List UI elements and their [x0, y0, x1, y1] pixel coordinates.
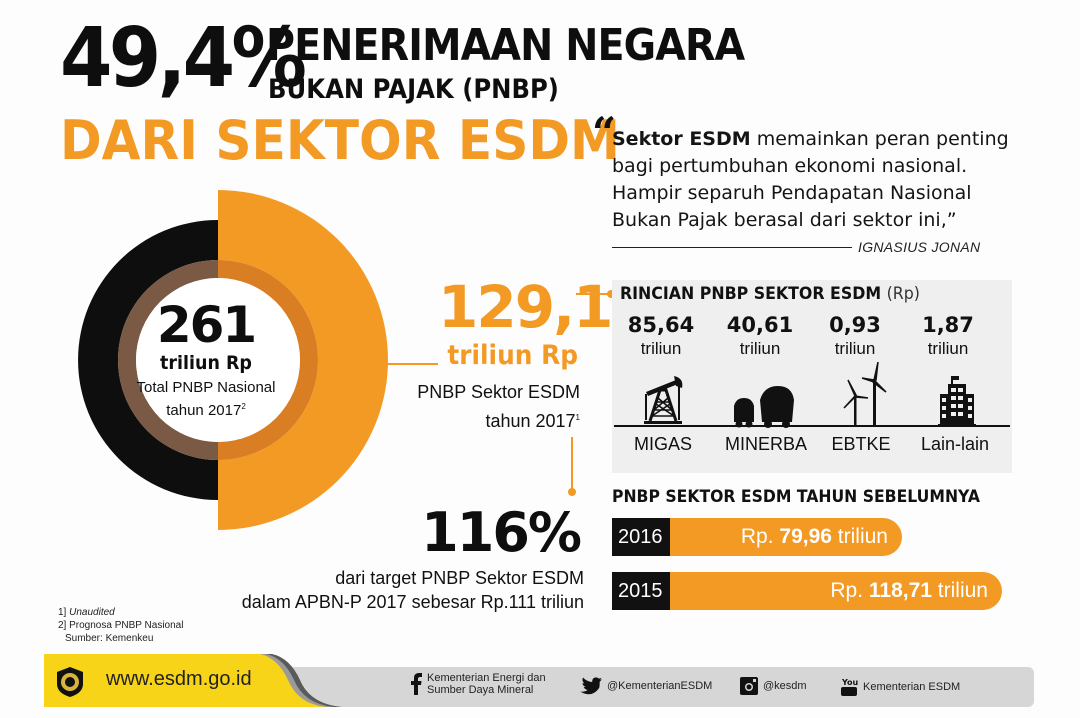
bar-prefix: Rp.	[830, 579, 869, 602]
target-description: dari target PNBP Sektor ESDM dalam APBN-…	[180, 566, 584, 614]
quote-text: Sektor ESDM memainkan peran penting bagi…	[612, 126, 1022, 234]
footnote-ref: 1	[575, 413, 580, 422]
rincian-panel	[612, 280, 1012, 473]
category-label-migas: MIGAS	[633, 434, 692, 454]
previous-year-bar: 2015 Rp. 118,71 triliun	[612, 572, 1002, 610]
quote-bold-lead: Sektor ESDM	[612, 128, 751, 150]
footer-yellow-band	[44, 654, 342, 707]
footnote-1-num: 1]	[58, 607, 67, 618]
bar-amount: 79,96	[779, 525, 832, 548]
headline-line2: BUKAN PAJAK (PNBP)	[268, 74, 559, 105]
facebook-icon	[411, 673, 422, 695]
footnote-source: Sumber: Kemenkeu	[65, 633, 154, 644]
donut-total-label: Total PNBP Nasional tahun 20172	[106, 378, 306, 420]
category-label-minerba: MINERBA	[724, 434, 807, 454]
footnotes: 1] Unaudited 2] Prognosa PNBP Nasional S…	[58, 606, 183, 645]
rincian-unit: triliun	[640, 339, 682, 358]
previous-year-bar: 2016 Rp. 79,96 triliun	[612, 518, 902, 556]
connector-dot-icon	[568, 488, 576, 496]
twitter-icon	[580, 677, 602, 695]
instagram-handle: @kesdm	[763, 680, 807, 692]
esdm-total-unit: triliun Rp	[447, 340, 578, 371]
bar-suffix: triliun	[931, 579, 988, 602]
rincian-value: 1,87	[922, 313, 974, 337]
instagram-link[interactable]: @kesdm	[740, 677, 807, 695]
bar-suffix: triliun	[831, 525, 888, 548]
twitter-link[interactable]: @KementerianESDM	[580, 677, 712, 695]
rincian-title-text: RINCIAN PNBP SEKTOR ESDM	[620, 284, 882, 304]
target-line1: dari target PNBP Sektor ESDM	[335, 568, 584, 588]
website-link[interactable]: www.esdm.go.id	[106, 668, 252, 690]
quote-mark-icon: “	[592, 108, 617, 157]
wind-turbine-icon	[843, 362, 887, 426]
rincian-item-lain: 1,87 triliun	[903, 312, 993, 360]
quote-divider	[612, 247, 852, 248]
quote-body: memainkan peran penting bagi pertumbuhan…	[612, 128, 1009, 231]
bar-prefix: Rp.	[740, 525, 780, 548]
bar-fill: Rp. 118,71 triliun	[670, 572, 1002, 610]
rincian-title: RINCIAN PNBP SEKTOR ESDM (Rp)	[620, 284, 920, 304]
rincian-unit: triliun	[739, 339, 781, 358]
donut-label-line2: tahun 2017	[166, 402, 242, 419]
facebook-link[interactable]: Kementerian Energi dan Sumber Daya Minera…	[410, 672, 546, 696]
connector-dot-icon	[607, 290, 615, 298]
target-percent: 116%	[421, 501, 582, 564]
youtube-icon: You	[841, 678, 858, 696]
rincian-item-minerba: 40,61 triliun	[715, 312, 805, 360]
facebook-line2: Sumber Daya Mineral	[427, 684, 534, 696]
headline-line1: PENERIMAAN NEGARA	[266, 20, 745, 71]
esdm-total-value: 129,1	[438, 273, 613, 341]
quote-author: IGNASIUS JONAN	[858, 239, 981, 255]
youtube-link[interactable]: You Kementerian ESDM	[840, 677, 960, 697]
rincian-unit: triliun	[834, 339, 876, 358]
bar-fill: Rp. 79,96 triliun	[670, 518, 902, 556]
mine-cart-icon	[734, 386, 794, 428]
bar-amount: 118,71	[868, 579, 932, 602]
rincian-value: 40,61	[726, 313, 794, 337]
esdm-label-line1: PNBP Sektor ESDM	[417, 382, 580, 402]
bar-year-label: 2016	[612, 518, 670, 556]
pnbp-donut-chart	[78, 190, 388, 530]
connector-line	[576, 293, 610, 295]
donut-total-value: 261	[156, 296, 257, 354]
bar-year-label: 2015	[612, 572, 670, 610]
category-label-lain: Lain-lain	[920, 434, 990, 454]
headline-percent: 49,4%	[60, 11, 307, 106]
youtube-channel: Kementerian ESDM	[863, 681, 961, 693]
connector-line	[571, 437, 573, 489]
esdm-logo-icon	[57, 667, 83, 697]
footnote-ref: 2	[241, 402, 246, 411]
rincian-item-ebtke: 0,93 triliun	[810, 312, 900, 360]
previous-years-title: PNBP SEKTOR ESDM TAHUN SEBELUMNYA	[612, 487, 980, 507]
rincian-value: 85,64	[627, 313, 695, 337]
footnote-2: 2] Prognosa PNBP Nasional	[58, 620, 184, 631]
instagram-icon	[740, 677, 758, 695]
donut-total-unit: triliun Rp	[160, 352, 252, 374]
footnote-1-text: Unaudited	[69, 607, 115, 618]
esdm-label-line2: tahun 2017	[485, 411, 576, 431]
rincian-item-migas: 85,64 triliun	[616, 312, 706, 360]
rincian-value: 0,93	[829, 313, 881, 337]
ground-line	[614, 425, 1010, 427]
donut-label-line1: Total PNBP Nasional	[136, 379, 276, 396]
connector-line	[374, 363, 438, 365]
esdm-total-label: PNBP Sektor ESDM tahun 20171	[380, 380, 580, 434]
oil-pump-icon	[644, 376, 683, 424]
rincian-title-unit: (Rp)	[886, 284, 920, 304]
category-label-ebtke: EBTKE	[831, 434, 891, 454]
rincian-unit: triliun	[927, 339, 969, 358]
donut-center-label: 261 triliun Rp Total PNBP Nasional tahun…	[106, 300, 306, 420]
target-line2: dalam APBN-P 2017 sebesar Rp.111 triliun	[241, 592, 584, 612]
building-icon	[938, 376, 976, 427]
twitter-handle: @KementerianESDM	[607, 680, 713, 692]
headline-line3: DARI SEKTOR ESDM	[60, 109, 621, 172]
facebook-line1: Kementerian Energi dan	[427, 672, 546, 684]
svg-text:You: You	[841, 678, 858, 687]
